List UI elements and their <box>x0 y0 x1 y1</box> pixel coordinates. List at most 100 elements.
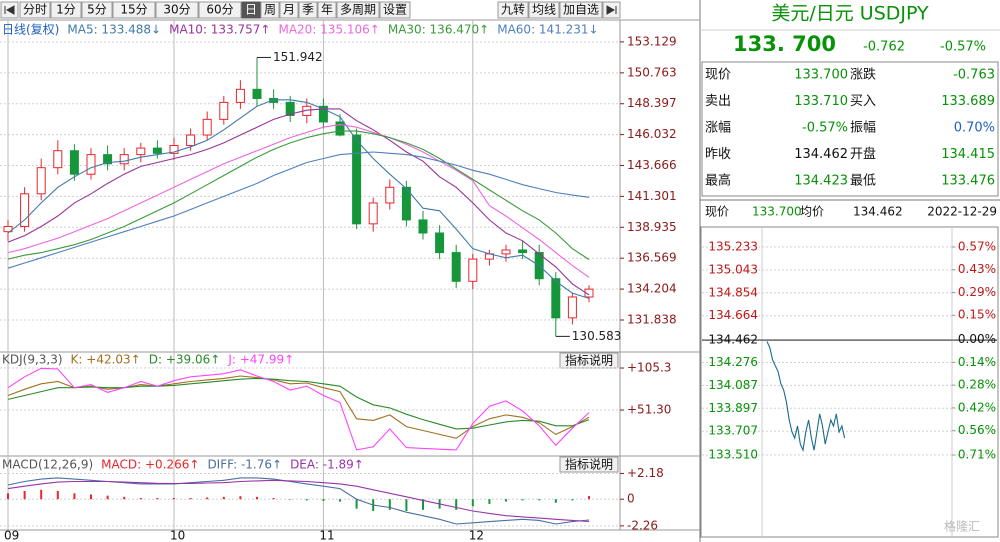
y-tick-label: 148.397 <box>627 96 677 110</box>
tool-button-label[interactable]: 均线 <box>532 3 556 17</box>
period-button-label[interactable]: 1分 <box>56 3 76 17</box>
y-tick-label: 134.854 <box>708 285 758 299</box>
period-button-label[interactable]: 月 <box>283 3 295 17</box>
candle-body <box>385 186 395 204</box>
candle-body <box>401 186 411 221</box>
quote-value: -0.763 <box>953 68 995 83</box>
x-tick-label: 09 <box>4 529 19 542</box>
period-button-label[interactable]: 15分 <box>120 3 147 17</box>
period-button-label[interactable]: 多周期 <box>340 3 376 17</box>
y-tick-label: 0 <box>627 492 635 506</box>
macd-bar <box>355 499 358 509</box>
period-button-label[interactable]: 分时 <box>23 3 47 17</box>
y-tick-label: 138.935 <box>627 220 677 234</box>
intraday-avg: 134.462 <box>853 205 903 219</box>
legend-title: KDJ(9,3,3) <box>2 353 63 367</box>
tool-button-label[interactable]: 九转 <box>501 2 525 17</box>
period-button[interactable] <box>155 1 199 19</box>
period-button-label[interactable]: 60分 <box>206 3 233 17</box>
macd-bar <box>156 498 159 500</box>
min-label: 130.583 <box>572 329 622 343</box>
macd-bar <box>256 496 258 500</box>
candle-body <box>169 144 179 154</box>
period-button-label[interactable]: 日 <box>245 3 257 17</box>
legend-entry: MACD: +0.266↑ <box>101 458 199 472</box>
period-button[interactable] <box>279 1 299 19</box>
quote-label: 开盘 <box>850 146 876 162</box>
macd-bar <box>239 496 242 500</box>
watermark: 格隆汇 <box>944 519 980 534</box>
candle-body <box>468 258 478 282</box>
quote-label: 涨幅 <box>705 121 731 136</box>
macd-bar <box>73 493 76 500</box>
candle-body <box>335 121 345 136</box>
period-button[interactable] <box>379 1 411 19</box>
y-tick-label: 134.204 <box>627 282 677 296</box>
period-button[interactable] <box>198 1 242 19</box>
y2-tick-label: 0.28% <box>958 378 996 392</box>
y-tick-label: 150.763 <box>627 65 677 79</box>
candle-body <box>551 278 561 319</box>
y-tick-label: 135.043 <box>708 262 758 276</box>
y-tick-label: 134.462 <box>708 333 758 347</box>
candle-body <box>136 147 146 156</box>
legend-entry: DIFF: -1.76↑ <box>207 458 282 472</box>
macd-bar <box>222 496 225 500</box>
macd-bar <box>189 498 192 500</box>
legend-entry: MA60: 141.231↓ <box>497 23 598 37</box>
candle-body <box>285 101 295 116</box>
period-button[interactable] <box>260 1 280 19</box>
candle-body <box>451 252 461 282</box>
y-tick-label: 134.087 <box>708 378 758 392</box>
y-tick-label: +51.30 <box>627 403 671 417</box>
macd-bar <box>40 489 43 500</box>
candle-body <box>103 154 113 165</box>
period-button[interactable] <box>298 1 318 19</box>
period-button-label[interactable]: 年 <box>321 3 333 17</box>
period-button[interactable] <box>241 1 261 19</box>
period-button[interactable] <box>19 1 51 19</box>
candle-body <box>36 167 46 195</box>
tool-button-label[interactable]: 加自选 <box>563 3 599 17</box>
period-button[interactable] <box>112 1 156 19</box>
period-button-label[interactable]: 周 <box>264 3 276 17</box>
macd-bar <box>554 499 557 503</box>
period-button-label[interactable]: 5分 <box>87 3 107 17</box>
macd-bar <box>289 499 292 500</box>
period-button[interactable] <box>336 1 380 19</box>
y-tick-label: 135.233 <box>708 240 758 254</box>
y2-tick-label: 0.57% <box>958 239 996 253</box>
tool-button[interactable] <box>528 1 560 19</box>
intraday-date: 2022-12-29 <box>927 205 997 219</box>
x-tick-label: 12 <box>469 529 484 542</box>
macd-bar <box>7 493 9 500</box>
tool-button[interactable] <box>559 1 603 19</box>
macd-bar <box>206 497 209 500</box>
first-icon <box>4 5 15 15</box>
period-button-label[interactable]: 季 <box>302 3 314 17</box>
macd-bar <box>305 499 308 501</box>
last-icon <box>606 5 617 15</box>
ma-line <box>7 124 590 278</box>
period-button-label[interactable]: 30分 <box>163 3 190 17</box>
candle-body <box>69 150 79 175</box>
intraday-label: 均价 <box>800 205 824 219</box>
legend-entry: MA30: 136.470↑ <box>388 23 489 37</box>
indicator-button-label[interactable]: 指标说明 <box>565 457 613 472</box>
macd-bar <box>455 499 458 510</box>
macd-bar <box>571 499 574 501</box>
period-button[interactable] <box>81 1 113 19</box>
candle-body <box>352 134 362 225</box>
indicator-button-label[interactable]: 指标说明 <box>565 353 613 368</box>
legend-entry: MA20: 135.106↑ <box>278 23 379 37</box>
macd-line <box>7 479 590 523</box>
tool-button[interactable] <box>497 1 529 19</box>
period-button[interactable] <box>50 1 82 19</box>
quote-change-pct: -0.57% <box>940 40 986 55</box>
quote-value: 134.462 <box>794 147 848 162</box>
macd-bar <box>422 499 424 510</box>
ma-line <box>7 130 590 260</box>
period-button-label[interactable]: 设置 <box>383 3 407 17</box>
indicator-button[interactable] <box>559 456 619 473</box>
period-button[interactable] <box>317 1 337 19</box>
